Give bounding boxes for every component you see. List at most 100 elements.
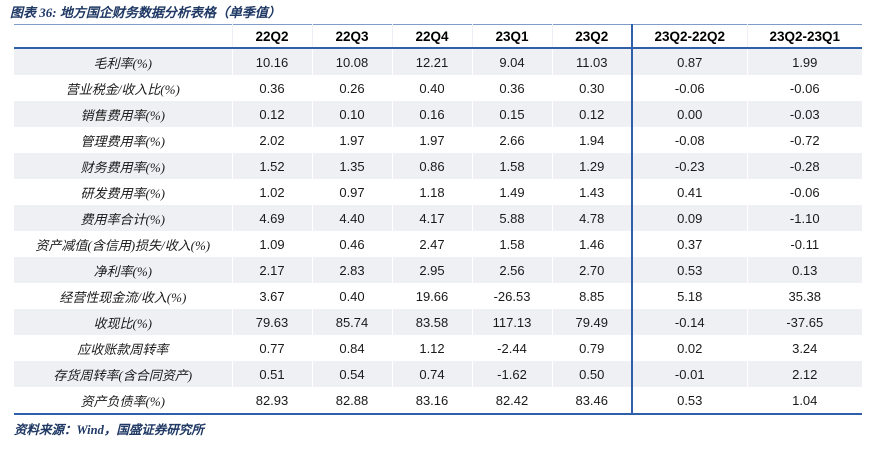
value-cell: 19.66 bbox=[392, 283, 473, 309]
value-cell: -0.28 bbox=[789, 158, 820, 174]
value-cell: -1.62 bbox=[472, 361, 553, 387]
table-row: 毛利率(%) 10.16 10.08 12.21 9.04 11.03 0.87 1.99 bbox=[14, 48, 862, 75]
value-cell: 5.88 bbox=[472, 205, 553, 231]
value-cell: 1.49 bbox=[472, 179, 553, 205]
value-cell: -0.23 bbox=[631, 153, 748, 179]
value-cell: 8.85 bbox=[552, 283, 633, 309]
value-cell: 82.42 bbox=[472, 387, 553, 414]
table-row: 费用率合计(%) 4.69 4.40 4.17 5.88 4.78 0.09 -1.10 bbox=[14, 205, 862, 231]
header-cell-22q2: 22Q2 bbox=[232, 24, 313, 49]
value-cell: 0.02 bbox=[631, 335, 748, 361]
value-cell: -0.01 bbox=[631, 361, 748, 387]
header-cell-label bbox=[14, 24, 233, 49]
table-row: 管理费用率(%) 2.02 1.97 1.97 2.66 1.94 -0.08 -0.72 bbox=[14, 127, 862, 153]
value-cell: 2.95 bbox=[392, 257, 473, 283]
value-cell: 1.04 bbox=[792, 392, 818, 408]
value-cell: 0.86 bbox=[392, 153, 473, 179]
value-cell: 117.13 bbox=[472, 309, 553, 335]
value-cell: -0.06 bbox=[789, 184, 820, 200]
value-cell: 1.52 bbox=[232, 153, 313, 179]
value-cell: 2.66 bbox=[472, 127, 553, 153]
value-cell: 0.50 bbox=[552, 361, 633, 387]
value-cell: -0.72 bbox=[789, 132, 820, 148]
value-cell: -0.06 bbox=[789, 80, 820, 96]
value-cell: 1.99 bbox=[792, 54, 818, 70]
value-cell: 0.37 bbox=[631, 231, 748, 257]
header-cell-23q2: 23Q2 bbox=[552, 24, 633, 49]
value-cell: 1.46 bbox=[552, 231, 633, 257]
value-cell: 1.43 bbox=[552, 179, 633, 205]
value-cell: 83.58 bbox=[392, 309, 473, 335]
row-label: 资产减值(含信用)损失/收入(%) bbox=[14, 231, 233, 257]
header-cell-22q3: 22Q3 bbox=[312, 24, 393, 49]
table-row: 存货周转率(含合同资产) 0.51 0.54 0.74 -1.62 0.50 -0.01 2.… bbox=[14, 361, 862, 387]
value-cell: 0.53 bbox=[631, 387, 748, 414]
value-cell: -0.08 bbox=[631, 127, 748, 153]
table-row: 研发费用率(%) 1.02 0.97 1.18 1.49 1.43 0.41 -0.06 bbox=[14, 179, 862, 205]
value-cell: -0.03 bbox=[789, 106, 820, 122]
value-cell: 10.08 bbox=[312, 48, 393, 75]
value-cell: 4.40 bbox=[312, 205, 393, 231]
header-cell-23q1: 23Q1 bbox=[472, 24, 553, 49]
value-cell: -26.53 bbox=[472, 283, 553, 309]
row-label: 收现比(%) bbox=[14, 309, 233, 335]
value-cell: 1.18 bbox=[392, 179, 473, 205]
value-cell: -2.44 bbox=[472, 335, 553, 361]
value-cell: 2.56 bbox=[472, 257, 553, 283]
value-cell: 2.70 bbox=[552, 257, 633, 283]
value-cell: 0.40 bbox=[312, 283, 393, 309]
row-label: 毛利率(%) bbox=[14, 48, 233, 75]
value-cell: 0.36 bbox=[472, 75, 553, 101]
table-row: 资产负债率(%) 82.93 82.88 83.16 82.42 83.46 0.53 1.0… bbox=[14, 387, 862, 414]
value-cell: 79.49 bbox=[552, 309, 633, 335]
header-cell-diff-yoy: 23Q2-22Q2 bbox=[631, 24, 748, 49]
value-cell: 85.74 bbox=[312, 309, 393, 335]
header-cell-22q4: 22Q4 bbox=[392, 24, 473, 49]
value-cell: 0.12 bbox=[232, 101, 313, 127]
value-cell: 1.97 bbox=[312, 127, 393, 153]
value-cell: 12.21 bbox=[392, 48, 473, 75]
row-label: 存货周转率(含合同资产) bbox=[14, 361, 233, 387]
value-cell: 0.10 bbox=[312, 101, 393, 127]
value-cell: 0.54 bbox=[312, 361, 393, 387]
value-cell: 1.02 bbox=[232, 179, 313, 205]
value-cell: 0.00 bbox=[631, 101, 748, 127]
figure-title: 图表 36: 地方国企财务数据分析表格（单季值） bbox=[10, 5, 281, 20]
value-cell: 0.13 bbox=[792, 262, 818, 278]
value-cell: 2.83 bbox=[312, 257, 393, 283]
financial-table: 22Q2 22Q3 22Q4 23Q1 23Q2 23Q2-22Q2 23Q2-… bbox=[14, 24, 862, 415]
table-row: 应收账款周转率 0.77 0.84 1.12 -2.44 0.79 0.02 3.24 bbox=[14, 335, 862, 361]
row-label: 净利率(%) bbox=[14, 257, 233, 283]
value-cell: 1.09 bbox=[232, 231, 313, 257]
value-cell: 35.38 bbox=[788, 288, 822, 304]
value-cell: 0.77 bbox=[232, 335, 313, 361]
value-cell: 3.24 bbox=[792, 340, 818, 356]
value-cell: 83.46 bbox=[552, 387, 633, 414]
row-label: 应收账款周转率 bbox=[14, 335, 233, 361]
value-cell: 0.46 bbox=[312, 231, 393, 257]
value-cell: 4.17 bbox=[392, 205, 473, 231]
value-cell: -1.10 bbox=[789, 210, 820, 226]
value-cell: 1.94 bbox=[552, 127, 633, 153]
row-label: 费用率合计(%) bbox=[14, 205, 233, 231]
table-row: 销售费用率(%) 0.12 0.10 0.16 0.15 0.12 0.00 -0.03 bbox=[14, 101, 862, 127]
value-cell: 5.18 bbox=[631, 283, 748, 309]
value-cell: 0.79 bbox=[552, 335, 633, 361]
value-cell: 1.97 bbox=[392, 127, 473, 153]
table-row: 净利率(%) 2.17 2.83 2.95 2.56 2.70 0.53 0.13 bbox=[14, 257, 862, 283]
value-cell: 79.63 bbox=[232, 309, 313, 335]
table-row: 资产减值(含信用)损失/收入(%) 1.09 0.46 2.47 1.58 1.46 0.3… bbox=[14, 231, 862, 257]
value-cell: 0.53 bbox=[631, 257, 748, 283]
value-cell: 1.12 bbox=[392, 335, 473, 361]
value-cell: 0.12 bbox=[552, 101, 633, 127]
table-row: 收现比(%) 79.63 85.74 83.58 117.13 79.49 -0.14 -37… bbox=[14, 309, 862, 335]
value-cell: 0.87 bbox=[631, 48, 748, 75]
value-cell: 2.12 bbox=[792, 366, 818, 382]
value-cell: 1.35 bbox=[312, 153, 393, 179]
row-label: 营业税金/收入比(%) bbox=[14, 75, 233, 101]
value-cell: -0.11 bbox=[790, 236, 820, 252]
value-cell: 1.29 bbox=[552, 153, 633, 179]
value-cell: 9.04 bbox=[472, 48, 553, 75]
value-cell: -0.06 bbox=[631, 75, 748, 101]
source-note: 资料来源：Wind，国盛证券研究所 bbox=[14, 423, 204, 437]
